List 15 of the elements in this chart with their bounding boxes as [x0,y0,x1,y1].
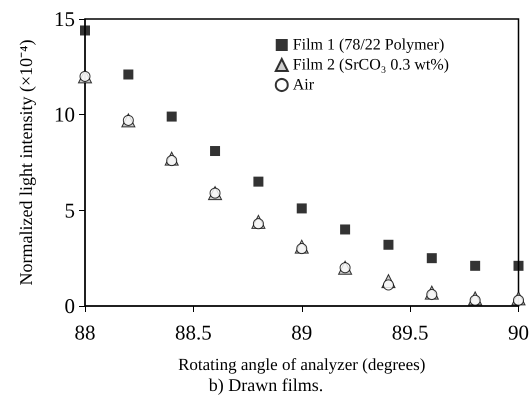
y-tick-label: 10 [54,102,75,127]
legend-label: Film 1 (78/22 Polymer) [292,36,444,54]
y-tick-label: 5 [64,198,75,222]
legend-label: Film 2 (SrCO₃ 0.3 wt%) [292,56,449,74]
x-tick-label: 90 [508,320,529,344]
x-tick-label: 88.5 [175,320,212,344]
legend-label: Air [292,76,315,94]
x-axis-title: Rotating angle of analyzer (degrees) [178,355,426,374]
x-tick-label: 88 [74,320,96,344]
text: b) Drawn films. [208,375,324,395]
y-tick-label: 15 [54,7,75,31]
y-axis-title: Normalized light intensity (×10⁻⁴) [16,40,36,286]
y-tick-label: 0 [64,294,75,318]
x-tick-label: 89 [291,320,312,344]
x-tick-label: 89.5 [392,320,428,344]
